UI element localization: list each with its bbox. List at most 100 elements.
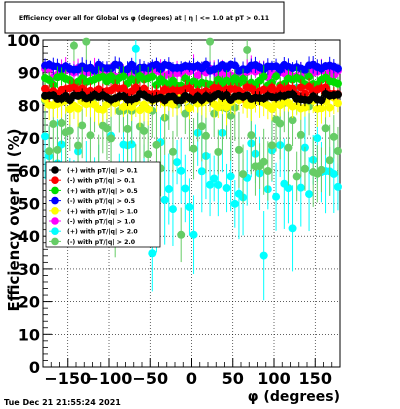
data-point — [247, 131, 256, 140]
y-tick-label: 30 — [18, 260, 40, 279]
x-tick-label: −100 — [86, 369, 133, 388]
data-point — [329, 169, 338, 178]
x-tick-label: 100 — [257, 369, 290, 388]
data-point — [57, 140, 66, 149]
data-point — [152, 140, 161, 149]
legend-label: (+) with pT/|q| > 0.5 — [67, 188, 138, 196]
y-tick-label: 80 — [18, 96, 40, 115]
chart-title: Efficiency over all for Global vs φ (deg… — [19, 15, 269, 23]
x-tick-label: −50 — [132, 369, 168, 388]
x-tick-label: 150 — [299, 369, 332, 388]
data-point — [82, 37, 91, 46]
data-point — [181, 184, 190, 193]
data-point — [189, 144, 198, 153]
data-point — [127, 60, 136, 69]
data-point — [272, 192, 281, 201]
data-point — [288, 224, 297, 233]
data-point — [296, 83, 305, 92]
data-point — [168, 147, 177, 156]
data-point — [127, 140, 136, 149]
data-point — [313, 134, 322, 143]
data-point — [333, 146, 342, 155]
y-axis-label: Efficiency over all (%) — [5, 129, 23, 312]
data-point — [177, 166, 186, 175]
data-point — [74, 141, 83, 150]
timestamp: Tue Dec 21 21:55:24 2021 — [4, 398, 121, 407]
y-tick-label: 60 — [18, 162, 40, 181]
data-point — [329, 132, 338, 141]
data-point — [272, 72, 281, 81]
data-point — [53, 145, 62, 154]
data-point — [86, 131, 95, 140]
axis-ticks: 0 10 20 30 40 50 60 70 80 90 100 −150−100 −50 0 50 100 1… — [7, 31, 341, 388]
x-tick-label: 50 — [222, 369, 244, 388]
data-point — [226, 111, 235, 120]
data-point — [259, 251, 268, 260]
data-point — [243, 45, 252, 54]
legend-label: (+) with pT/|q| > 0.1 — [67, 168, 138, 176]
data-point — [325, 156, 334, 165]
data-point — [296, 183, 305, 192]
data-point — [230, 199, 239, 208]
data-point — [177, 230, 186, 239]
data-point — [78, 121, 87, 130]
data-point — [65, 126, 74, 135]
data-point — [317, 104, 326, 113]
data-point — [102, 124, 111, 133]
data-point — [317, 96, 326, 105]
y-tick-label: 20 — [18, 293, 40, 312]
data-point — [239, 74, 248, 83]
data-point — [41, 132, 50, 141]
data-point — [74, 104, 83, 113]
data-point — [206, 180, 215, 189]
data-point — [305, 72, 314, 81]
data-point — [144, 105, 153, 114]
data-point — [284, 143, 293, 152]
legend-marker — [51, 176, 59, 184]
data-point — [90, 66, 99, 75]
legend-marker — [51, 186, 59, 195]
data-point — [185, 104, 194, 113]
data-point — [267, 83, 276, 92]
data-point — [119, 72, 128, 81]
legend-marker — [51, 196, 59, 205]
legend-label: (+) with pT/|q| > 1.0 — [67, 208, 138, 216]
data-point — [263, 166, 272, 175]
data-point — [69, 41, 78, 50]
legend-marker — [51, 237, 59, 246]
legend-label: (+) with pT/|q| > 2.0 — [67, 229, 138, 237]
data-point — [214, 180, 223, 189]
data-point — [288, 116, 297, 125]
data-point — [333, 90, 342, 99]
x-tick-label: 0 — [186, 369, 197, 388]
data-point — [131, 44, 140, 53]
data-point — [210, 174, 219, 183]
y-tick-label: 100 — [7, 31, 40, 50]
y-tick-label: 0 — [29, 358, 40, 377]
data-point — [144, 150, 153, 159]
data-point — [173, 158, 182, 167]
data-point — [140, 126, 149, 135]
y-tick-label: 10 — [18, 325, 40, 344]
data-point — [148, 72, 157, 81]
data-point — [276, 119, 285, 128]
data-point — [333, 182, 342, 191]
data-point — [135, 106, 144, 115]
legend-label: (-) with pT/|q| > 0.1 — [67, 178, 135, 186]
series-0 — [41, 87, 342, 107]
data-point — [201, 131, 210, 140]
legend-label: (-) with pT/|q| > 2.0 — [67, 239, 136, 247]
data-point — [197, 167, 206, 176]
data-point — [321, 83, 330, 92]
legend-marker — [51, 207, 59, 215]
data-point — [185, 203, 194, 212]
data-point — [148, 249, 157, 258]
y-tick-label: 70 — [18, 129, 40, 148]
data-point — [57, 119, 66, 128]
data-point — [333, 79, 342, 88]
data-point — [259, 72, 268, 81]
legend-label: (-) with pT/|q| > 0.5 — [67, 198, 135, 206]
legend-marker — [51, 227, 59, 235]
data-point — [317, 165, 326, 174]
